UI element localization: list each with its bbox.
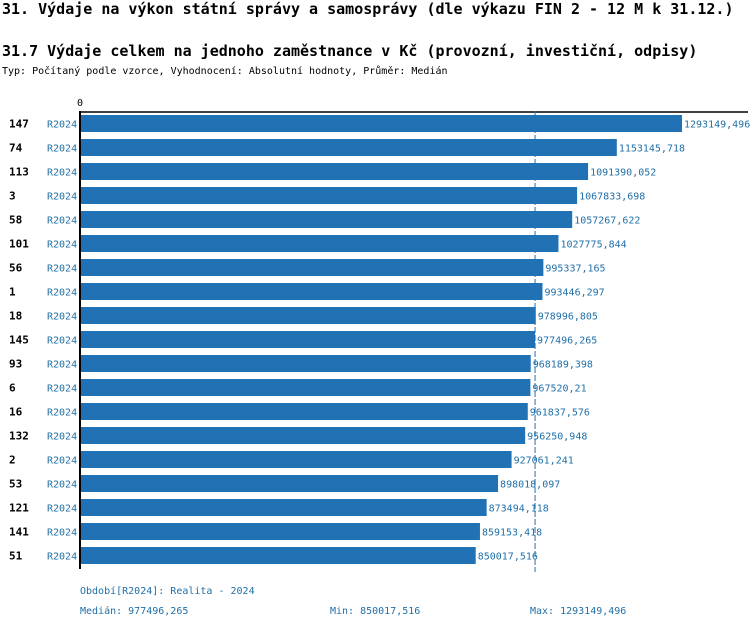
median-summary: Medián: 977496,265 (80, 606, 189, 617)
page-title: 31. Výdaje na výkon státní správy a samo… (2, 0, 734, 18)
row-period-label: R2024 (47, 408, 77, 419)
row-period-label: R2024 (47, 432, 77, 443)
row-period-label: R2024 (47, 120, 77, 131)
bar (81, 331, 536, 348)
row-period-label: R2024 (47, 552, 77, 563)
bar-value-label: 850017,516 (478, 552, 538, 563)
row-period-label: R2024 (47, 360, 77, 371)
row-period-label: R2024 (47, 504, 77, 515)
bar (81, 403, 528, 420)
bar-value-label: 1027775,844 (560, 240, 626, 251)
row-id-label: 58 (9, 214, 22, 227)
bar-value-label: 873494,118 (489, 504, 549, 515)
row-id-label: 51 (9, 550, 23, 563)
row-period-label: R2024 (47, 336, 77, 347)
bar-value-label: 859153,418 (482, 528, 542, 539)
bar-value-label: 967520,21 (532, 384, 586, 395)
row-period-label: R2024 (47, 216, 77, 227)
row-id-label: 2 (9, 454, 16, 467)
row-id-label: 145 (9, 334, 29, 347)
bar (81, 211, 573, 228)
row-id-label: 18 (9, 310, 22, 323)
row-period-label: R2024 (47, 288, 77, 299)
row-period-label: R2024 (47, 264, 77, 275)
bar-value-label: 968189,398 (533, 360, 593, 371)
bar-value-label: 1293149,496 (684, 120, 750, 131)
row-id-label: 3 (9, 190, 16, 203)
row-period-label: R2024 (47, 480, 77, 491)
bar (81, 283, 543, 300)
bar (81, 499, 487, 516)
row-period-label: R2024 (47, 144, 77, 155)
row-id-label: 6 (9, 382, 16, 395)
row-id-label: 132 (9, 430, 29, 443)
bar-value-label: 1091390,052 (590, 168, 656, 179)
bar (81, 451, 512, 468)
row-id-label: 56 (9, 262, 23, 275)
row-id-label: 147 (9, 118, 29, 131)
bar-value-label: 956250,948 (527, 432, 587, 443)
bar (81, 235, 559, 252)
bar (81, 475, 499, 492)
bar (81, 547, 476, 564)
row-period-label: R2024 (47, 192, 77, 203)
row-id-label: 53 (9, 478, 22, 491)
row-id-label: 113 (9, 166, 29, 179)
row-period-label: R2024 (47, 528, 77, 539)
row-period-label: R2024 (47, 312, 77, 323)
row-id-label: 16 (9, 406, 23, 419)
bar (81, 523, 480, 540)
min-summary: Min: 850017,516 (330, 606, 421, 617)
bar-value-label: 1057267,622 (574, 216, 640, 227)
chart-subtitle: Typ: Počítaný podle vzorce, Vyhodnocení:… (2, 66, 448, 77)
row-id-label: 141 (9, 526, 29, 539)
bar (81, 163, 589, 180)
period-legend: Období[R2024]: Realita - 2024 (80, 586, 255, 597)
row-id-label: 74 (9, 142, 23, 155)
bar (81, 379, 531, 396)
row-id-label: 101 (9, 238, 29, 251)
row-id-label: 93 (9, 358, 22, 371)
row-period-label: R2024 (47, 240, 77, 251)
bar (81, 187, 578, 204)
bar-value-label: 978996,805 (538, 312, 598, 323)
row-period-label: R2024 (47, 384, 77, 395)
row-period-label: R2024 (47, 456, 77, 467)
bar-value-label: 993446,297 (544, 288, 604, 299)
row-id-label: 121 (9, 502, 29, 515)
bar (81, 307, 536, 324)
bar-value-label: 977496,265 (537, 336, 597, 347)
bar (81, 115, 682, 132)
bar-value-label: 1153145,718 (619, 144, 685, 155)
bar-value-label: 1067833,698 (579, 192, 645, 203)
bar (81, 259, 544, 276)
bar-value-label: 898018,097 (500, 480, 560, 491)
axis-zero-label: 0 (77, 98, 83, 109)
max-summary: Max: 1293149,496 (530, 606, 627, 617)
bar-value-label: 961837,576 (530, 408, 590, 419)
chart-title: 31.7 Výdaje celkem na jednoho zaměstnanc… (2, 42, 698, 60)
bar-value-label: 927061,241 (514, 456, 574, 467)
bar-value-label: 995337,165 (545, 264, 605, 275)
row-period-label: R2024 (47, 168, 77, 179)
bar (81, 355, 531, 372)
row-id-label: 1 (9, 286, 16, 299)
bar (81, 427, 526, 444)
bar (81, 139, 617, 156)
